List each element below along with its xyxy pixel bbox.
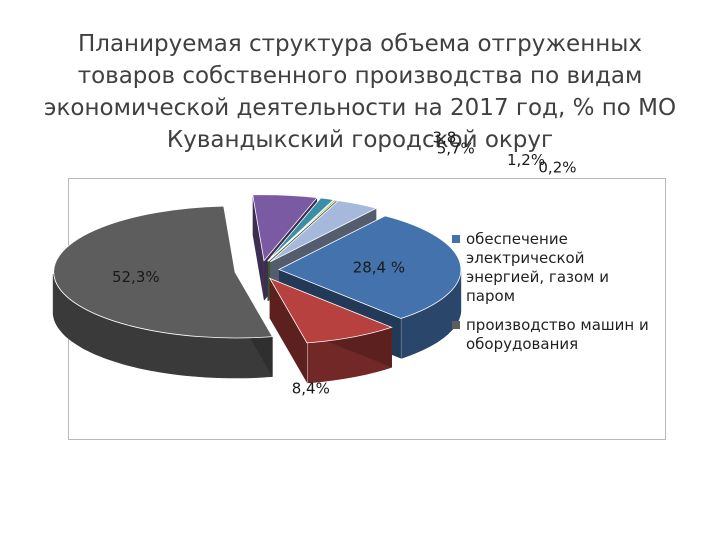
label-3-8: 3,8 — [433, 129, 457, 147]
legend-swatch-machinery — [452, 321, 460, 329]
legend-item-machinery: производство машин и оборудования — [452, 316, 662, 354]
label-energy: 28,4 % — [353, 259, 405, 277]
pie-slice-wall — [269, 278, 308, 383]
pie-slice — [278, 215, 462, 319]
label-1-2: 1,2% — [507, 151, 545, 169]
legend-label-energy: обеспечение электрической энергией, газо… — [466, 230, 609, 305]
pie-slice — [268, 277, 393, 344]
pie-slice — [269, 200, 378, 263]
label-8-4: 8,4% — [292, 379, 330, 397]
legend-item-energy: обеспечение электрической энергией, газо… — [452, 230, 662, 306]
pie-slice — [252, 194, 318, 262]
pie-slice — [267, 197, 335, 262]
pie-slice — [53, 205, 274, 339]
label-0-2: 0,2% — [538, 159, 576, 177]
slide-title: Планируемая структура объема отгруженных… — [43, 31, 677, 153]
label-5-7: 5,7% — [437, 139, 475, 157]
pie-slice — [267, 199, 338, 262]
label-machinery: 52,3% — [112, 268, 160, 286]
legend-label-machinery: производство машин и оборудования — [466, 316, 649, 353]
chart-legend: обеспечение электрической энергией, газо… — [452, 230, 662, 364]
legend-swatch-energy — [452, 235, 460, 243]
pie-slice-wall — [252, 194, 264, 301]
